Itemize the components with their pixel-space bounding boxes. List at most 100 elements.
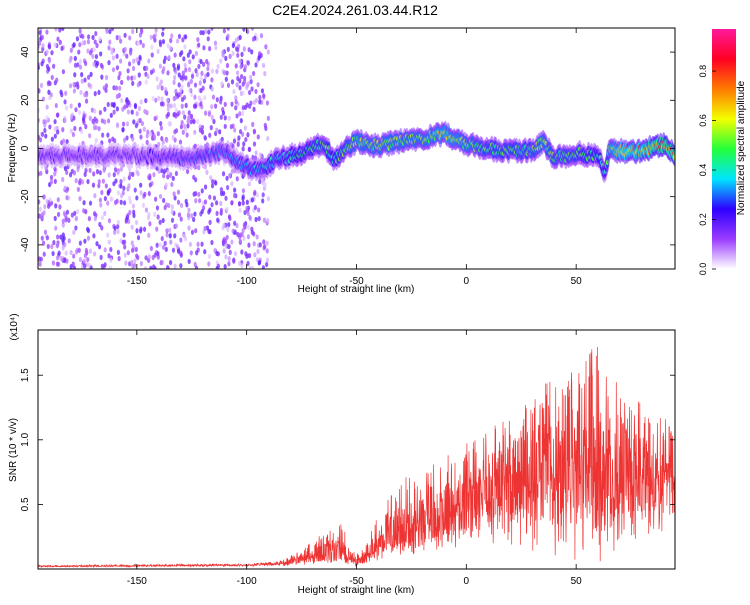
heatmap-cell [262, 239, 266, 245]
heatmap-cell [40, 131, 45, 137]
heatmap-cell [119, 166, 123, 172]
heatmap-cell [87, 216, 91, 222]
heatmap-cell [187, 225, 191, 231]
heatmap-cell [113, 167, 118, 173]
heatmap-cell [210, 114, 214, 120]
heatmap-cell [159, 101, 164, 107]
heatmap-cell [165, 264, 170, 269]
heatmap-cell [225, 234, 229, 240]
colorbar-tick-label: 0.8 [698, 65, 708, 78]
heatmap-cell [226, 33, 230, 39]
heatmap-cell [212, 195, 217, 201]
heatmap-cell [82, 200, 86, 206]
heatmap-cell [131, 171, 135, 177]
snr-scale-note: (x10⁴) [9, 313, 20, 340]
heatmap-cell [58, 28, 62, 33]
heatmap-cell [155, 226, 159, 232]
heatmap-cell [211, 94, 216, 100]
heatmap-cell [199, 29, 203, 36]
heatmap-cell [41, 96, 46, 102]
heatmap-cell [100, 118, 104, 124]
heatmap-cell [226, 28, 230, 31]
heatmap-cell [107, 253, 111, 259]
heatmap-cell [88, 133, 92, 139]
heatmap-cell [176, 189, 181, 195]
heatmap-cell [206, 66, 210, 72]
heatmap-cell [243, 64, 248, 70]
heatmap-cell [245, 199, 249, 205]
heatmap-cell [89, 50, 93, 56]
heatmap-cell [124, 260, 128, 266]
heatmap-cell [254, 62, 258, 68]
heatmap-cell [249, 79, 253, 85]
heatmap-cell [263, 71, 267, 77]
heatmap-cell [175, 244, 180, 250]
heatmap-cell [113, 229, 117, 235]
heatmap-cell [134, 246, 138, 253]
heatmap-cell [75, 36, 80, 42]
heatmap-cell [53, 42, 57, 48]
heatmap-cell [129, 50, 133, 56]
heatmap-cell [183, 44, 187, 50]
heatmap-y-label: Frequency (Hz) [7, 114, 18, 183]
heatmap-cell [127, 61, 132, 67]
heatmap-cell [179, 87, 183, 93]
heatmap-cell [250, 86, 254, 92]
heatmap-cell [188, 49, 192, 55]
heatmap-cell [176, 199, 181, 205]
heatmap-cell [40, 34, 45, 41]
heatmap-cell [135, 57, 139, 63]
heatmap-cell [173, 95, 178, 101]
heatmap-cell [107, 60, 111, 66]
heatmap-cell [104, 183, 108, 189]
heatmap-cell [42, 194, 46, 200]
heatmap-cell [199, 87, 203, 94]
heatmap-cell [162, 66, 166, 72]
heatmap-cell [99, 62, 104, 68]
heatmap-cell [133, 75, 137, 81]
heatmap-cell [207, 111, 211, 117]
heatmap-cell [38, 199, 41, 205]
heatmap-cell [83, 238, 87, 244]
heatmap-cell [59, 89, 63, 95]
heatmap-cell [242, 235, 246, 241]
heatmap-cell [224, 243, 228, 249]
heatmap-cell [78, 28, 82, 34]
heatmap-cell [161, 244, 166, 250]
heatmap-cell [103, 247, 107, 253]
heatmap-cell [170, 181, 174, 188]
heatmap-cell [261, 265, 266, 269]
heatmap-cell [46, 203, 51, 209]
heatmap-cell [200, 208, 204, 215]
heatmap-cell [184, 34, 188, 40]
heatmap-cell [56, 36, 60, 42]
heatmap-cell [92, 251, 97, 257]
heatmap-cell [75, 81, 79, 87]
heatmap-cell [228, 53, 232, 59]
heatmap-cell [172, 102, 177, 109]
heatmap-cell [179, 124, 183, 130]
heatmap-cell [103, 262, 107, 268]
heatmap-cell [173, 52, 177, 58]
heatmap-cell [92, 61, 96, 67]
heatmap-cell [45, 29, 49, 35]
heatmap-cell [72, 265, 77, 269]
heatmap-cell [265, 248, 269, 254]
heatmap-cell [95, 169, 100, 175]
x-tick-label: -150 [127, 276, 147, 287]
heatmap-cell [127, 195, 132, 201]
heatmap-cell [97, 179, 101, 185]
heatmap-cell [205, 169, 209, 175]
heatmap-cell [119, 183, 123, 189]
heatmap-cell [57, 250, 61, 256]
heatmap-cell [47, 43, 51, 49]
heatmap-cell [194, 198, 198, 204]
heatmap-cell [118, 85, 122, 91]
x-tick-label: 0 [464, 276, 470, 287]
heatmap-cell [85, 92, 89, 98]
heatmap-cell [236, 70, 240, 76]
heatmap-cell [223, 101, 227, 107]
heatmap-cell [203, 135, 207, 141]
heatmap-cell [207, 253, 211, 259]
heatmap-cell [210, 183, 215, 189]
